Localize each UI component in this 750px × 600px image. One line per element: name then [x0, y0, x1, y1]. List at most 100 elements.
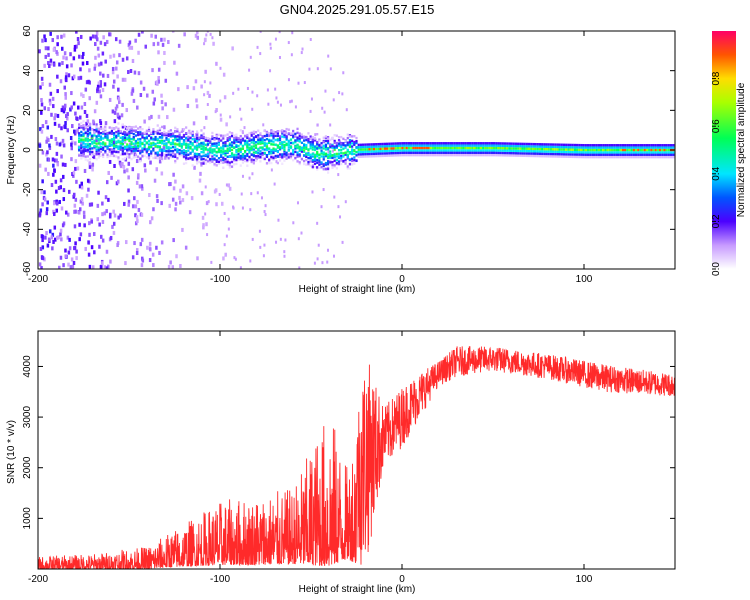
spectrum-cell	[578, 146, 581, 149]
spectrum-cell	[141, 153, 144, 156]
spectrum-cell	[418, 149, 421, 152]
spectrum-cell	[296, 153, 299, 156]
spectrum-cell	[615, 146, 618, 149]
spectrum-cell	[158, 149, 162, 152]
noise-cell	[123, 201, 126, 206]
spectrum-cell	[313, 165, 317, 169]
spectrum-cell	[497, 151, 500, 155]
noise-cell	[269, 42, 272, 46]
spectrum-cell	[617, 155, 620, 159]
noise-cell	[241, 206, 244, 210]
spectrum-cell	[451, 149, 454, 152]
spectrum-cell	[80, 139, 83, 143]
spectrum-cell	[490, 151, 494, 154]
y-tick-label: 3000	[22, 406, 33, 429]
spectrum-cell	[359, 155, 362, 158]
spectrum-cell	[281, 132, 284, 135]
noise-cell	[224, 252, 227, 257]
spectrum-cell	[444, 144, 448, 147]
noise-cell	[115, 60, 119, 65]
spectrum-cell	[366, 148, 369, 151]
spectrum-cell	[375, 147, 378, 151]
spectrum-cell	[250, 145, 253, 148]
spectrum-cell	[534, 152, 537, 155]
spectrum-cell	[110, 148, 113, 151]
spectrum-cell	[403, 142, 406, 145]
spectrum-cell	[235, 150, 238, 154]
spectrum-cell	[281, 130, 284, 134]
spectrum-cell	[429, 144, 432, 147]
noise-cell	[131, 167, 135, 172]
spectrum-cell	[630, 144, 633, 147]
spectrum-cell	[300, 133, 304, 136]
spectrum-cell	[191, 164, 194, 167]
spectrum-cell	[385, 145, 389, 148]
spectrum-cell	[195, 136, 199, 140]
spectrum-cell	[462, 151, 465, 154]
spectrum-cell	[182, 139, 186, 142]
noise-cell	[77, 41, 80, 46]
noise-cell	[96, 87, 99, 92]
noise-cell	[174, 201, 178, 206]
spectrum-cell	[200, 142, 203, 145]
spectrum-cell	[506, 151, 509, 155]
spectrum-cell	[178, 135, 181, 139]
noise-cell	[115, 104, 119, 109]
spectrum-cell	[372, 155, 376, 158]
spectrum-cell	[176, 143, 179, 146]
spectrum-cell	[364, 145, 367, 149]
spectrum-cell	[222, 161, 225, 164]
spectrum-cell	[235, 145, 238, 148]
spectrum-cell	[589, 155, 592, 159]
spectrum-cell	[134, 129, 138, 132]
spectrum-cell	[549, 150, 552, 153]
spectrum-cell	[606, 151, 609, 154]
spectrum-cell	[95, 137, 98, 140]
spectrum-cell	[311, 139, 314, 143]
spectrum-cell	[185, 158, 188, 161]
spectrum-cell	[464, 144, 467, 147]
spectrum-cell	[508, 151, 511, 155]
noise-cell	[92, 119, 95, 124]
noise-cell	[289, 100, 292, 104]
spectrum-cell	[643, 148, 646, 152]
spectrum-cell	[220, 149, 223, 152]
noise-cell	[160, 37, 163, 42]
noise-cell	[101, 219, 105, 224]
spectrum-cell	[560, 143, 563, 146]
x-tick-label: 100	[576, 574, 593, 585]
spectrum-cell	[95, 145, 98, 148]
noise-cell	[211, 36, 214, 40]
spectrum-cell	[643, 155, 646, 159]
spectrum-cell	[650, 155, 653, 159]
noise-cell	[131, 255, 135, 260]
spectrum-cell	[569, 148, 572, 151]
spectrum-cell	[608, 148, 611, 152]
noise-cell	[70, 91, 73, 96]
spectrum-cell	[126, 155, 129, 158]
noise-cell	[173, 60, 176, 65]
noise-cell	[51, 246, 54, 251]
spectrum-cell	[139, 125, 142, 129]
spectrum-cell	[80, 157, 83, 160]
noise-cell	[149, 247, 152, 252]
spectrum-cell	[171, 145, 175, 149]
noise-cell	[69, 265, 73, 269]
spectrum-cell	[407, 151, 411, 154]
spectrum-cell	[331, 154, 334, 157]
noise-cell	[194, 33, 198, 38]
spectrum-cell	[206, 143, 210, 146]
spectrum-cell	[272, 135, 275, 138]
spectrum-cell	[99, 135, 103, 138]
noise-cell	[204, 115, 208, 120]
spectrum-cell	[591, 153, 594, 156]
spectrum-cell	[230, 154, 234, 157]
spectrum-cell	[429, 153, 432, 157]
spectrum-cell	[283, 135, 286, 139]
spectrum-cell	[137, 155, 140, 158]
noise-cell	[194, 79, 198, 84]
noise-cell	[64, 125, 67, 130]
spectrum-cell	[134, 125, 138, 128]
noise-cell	[278, 31, 281, 34]
spectrum-cell	[654, 148, 657, 152]
